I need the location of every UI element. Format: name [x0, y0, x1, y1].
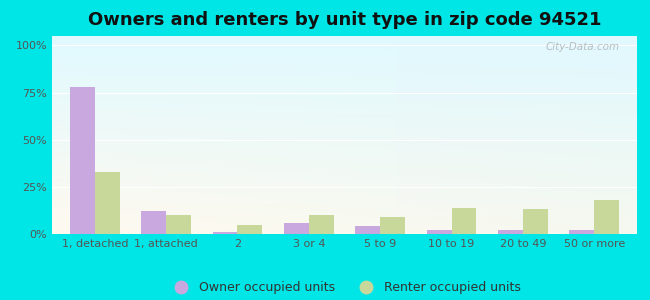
Bar — [309, 215, 334, 234]
Bar — [523, 209, 548, 234]
Bar — [237, 225, 263, 234]
Bar — [355, 226, 380, 234]
Bar — [166, 215, 191, 234]
Title: Owners and renters by unit type in zip code 94521: Owners and renters by unit type in zip c… — [88, 11, 601, 29]
Text: City-Data.com: City-Data.com — [545, 42, 619, 52]
Bar — [498, 230, 523, 234]
Bar — [95, 172, 120, 234]
Bar — [569, 230, 594, 234]
Bar — [426, 230, 452, 234]
Bar — [141, 212, 166, 234]
Bar — [213, 232, 237, 234]
Bar — [284, 223, 309, 234]
Bar — [380, 217, 405, 234]
Bar — [452, 208, 476, 234]
Bar — [594, 200, 619, 234]
Bar — [70, 87, 95, 234]
Legend: Owner occupied units, Renter occupied units: Owner occupied units, Renter occupied un… — [164, 276, 525, 299]
